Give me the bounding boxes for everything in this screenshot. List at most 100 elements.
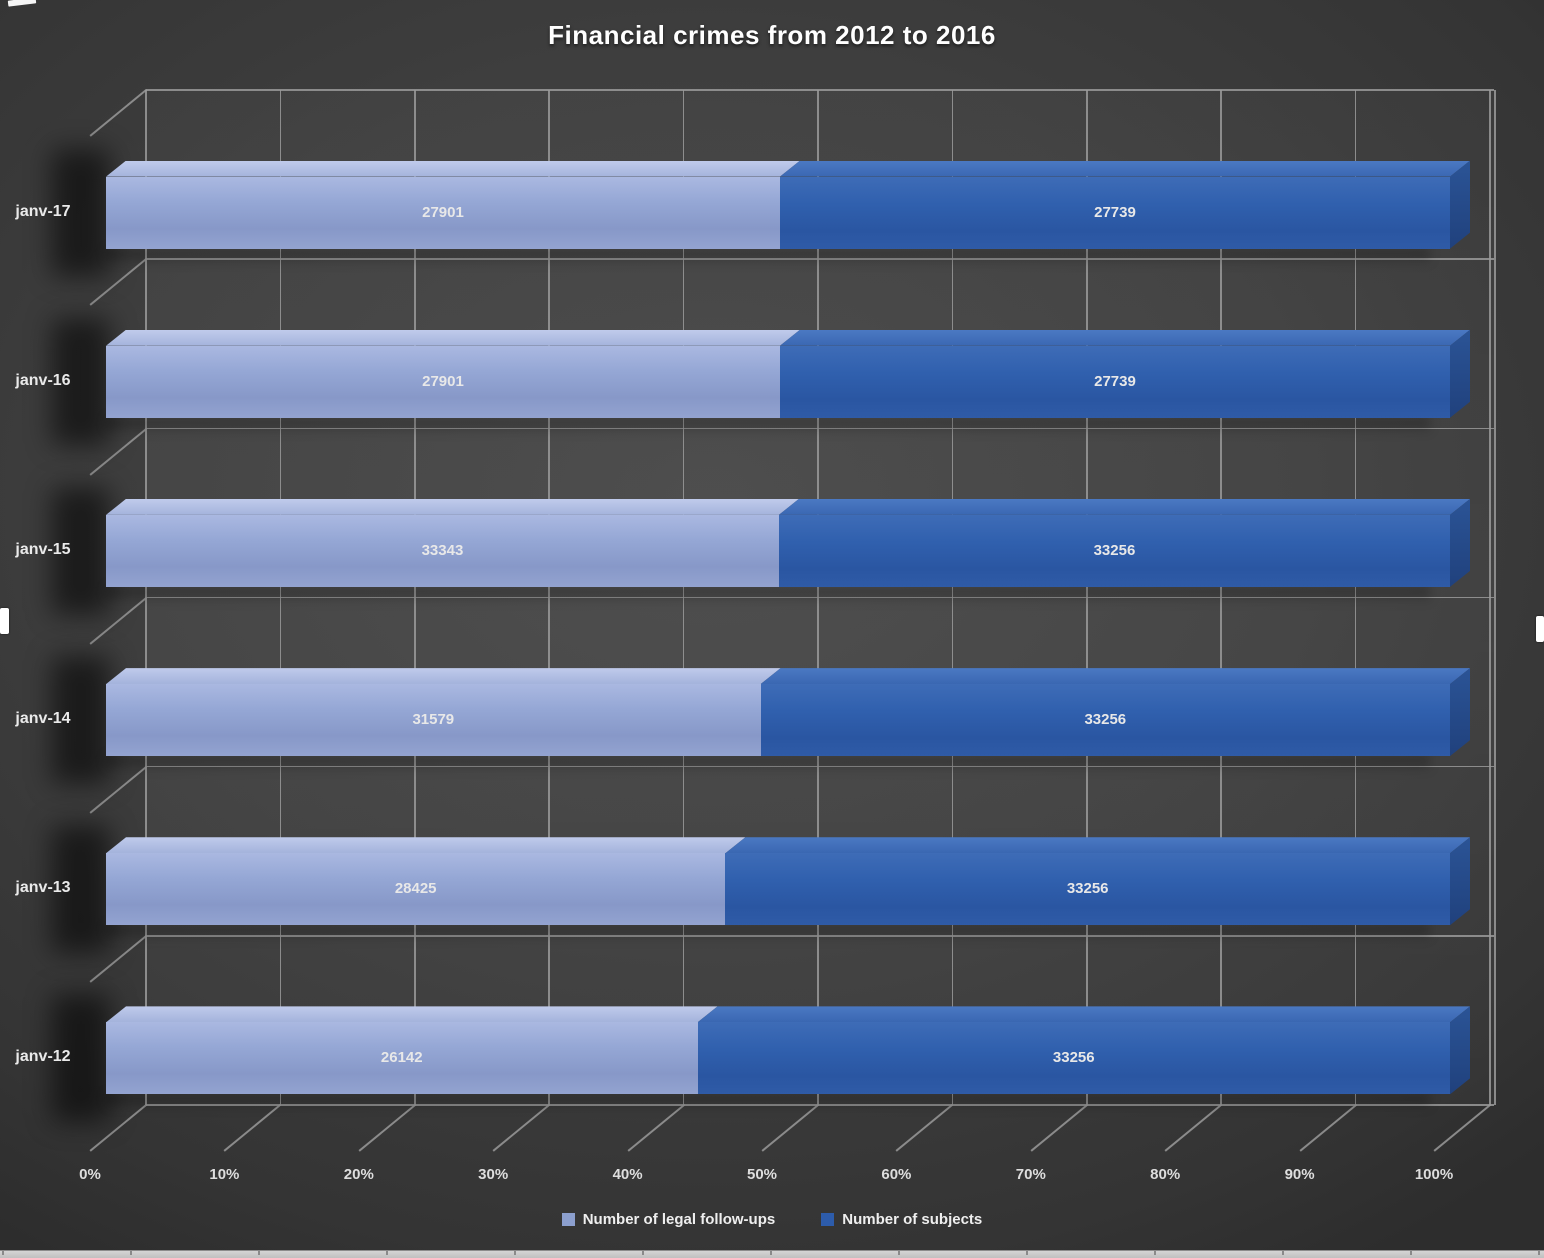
bar-segment-side-face [1450, 330, 1470, 418]
bar-segment-top-face [106, 161, 800, 177]
bar-data-label: 27739 [1094, 203, 1136, 221]
x-axis-label: 100% [1414, 1166, 1454, 1183]
worksheet-gridline-tick [386, 1251, 388, 1255]
worksheet-gridline-tick [1154, 1251, 1156, 1255]
bar-shadow [106, 925, 1430, 942]
gridline-floor-diagonal [492, 1104, 550, 1152]
bar-segment-top-face [106, 330, 800, 346]
gridline-floor-diagonal [761, 1104, 819, 1152]
bar-segment-subjects[interactable] [725, 853, 1450, 926]
bar-shadow [52, 994, 110, 1123]
bar-segment-side-face [1450, 499, 1470, 587]
selection-handle-right[interactable] [1536, 616, 1544, 642]
wall-right-edge [1494, 90, 1496, 1105]
worksheet-gridline-tick [2, 1251, 4, 1255]
y-axis-label: janv-17 [15, 202, 71, 220]
x-axis-label: 70% [1015, 1166, 1046, 1183]
legend-item[interactable]: Number of legal follow-ups [561, 1211, 776, 1228]
bar-segment-subjects[interactable] [779, 176, 1450, 249]
bar-segment-top-face [761, 668, 1470, 684]
bar-shadow [106, 1094, 1430, 1111]
legend-label: Number of subjects [842, 1211, 983, 1228]
bar-segment-side-face [1450, 668, 1470, 756]
gridline-floor-diagonal [627, 1104, 685, 1152]
x-axis-label: 20% [343, 1166, 374, 1183]
bar-segment-subjects[interactable] [697, 1022, 1450, 1095]
x-axis-label: 80% [1150, 1166, 1181, 1183]
gridline-floor-diagonal [1030, 1104, 1088, 1152]
gridline-floor-diagonal [223, 1104, 281, 1152]
x-axis-label: 40% [612, 1166, 643, 1183]
bar-data-label: 33256 [1052, 1049, 1095, 1067]
x-axis-label: 10% [209, 1166, 240, 1183]
bar-segment-subjects[interactable] [779, 345, 1450, 418]
bar-data-label: 33256 [1093, 541, 1136, 559]
x-axis-label: 60% [881, 1166, 912, 1183]
bar-shadow [106, 586, 1430, 603]
worksheet-gridline-tick [130, 1251, 132, 1255]
chart-title: Financial crimes from 2012 to 2016 [548, 20, 996, 50]
x-axis-label: 0% [79, 1166, 101, 1183]
bar-segment-top-face [780, 330, 1470, 346]
bar-shadow [106, 756, 1430, 773]
worksheet-gridline-tick [1026, 1251, 1028, 1255]
bar-segment-legal-follow-ups[interactable] [106, 176, 780, 249]
bar-segment-top-face [780, 161, 1470, 177]
worksheet-gridline-tick [258, 1251, 260, 1255]
gridline-horizontal [146, 89, 1494, 91]
x-axis-label: 50% [746, 1166, 778, 1183]
bar-shadow [52, 486, 110, 615]
bar-segment-subjects[interactable] [778, 514, 1450, 587]
y-axis-label: janv-14 [15, 710, 71, 728]
legend-item[interactable]: Number of subjects [821, 1211, 982, 1228]
bar-segment-legal-follow-ups[interactable] [106, 853, 726, 926]
gridline-floor-diagonal [1164, 1104, 1222, 1152]
bar-segment-legal-follow-ups[interactable] [106, 684, 761, 757]
bar-data-label: 31579 [412, 711, 455, 729]
worksheet-gridline-tick [1282, 1251, 1284, 1255]
bar-data-label: 27901 [422, 203, 464, 221]
worksheet-gridline-tick [1538, 1251, 1540, 1255]
bar-segment-legal-follow-ups[interactable] [106, 1022, 698, 1095]
worksheet-gridline-tick [514, 1251, 516, 1255]
bar-segment-top-face [106, 499, 799, 515]
bar-segment-top-face [106, 668, 781, 684]
gridline-floor-diagonal [1299, 1104, 1357, 1152]
bar-data-label: 27739 [1094, 372, 1136, 390]
bar-data-label: 27901 [422, 372, 464, 390]
bar-segment-legal-follow-ups[interactable] [106, 514, 779, 587]
gridline-horizontal [146, 258, 1494, 260]
gridline-depth-diagonal [89, 89, 147, 137]
y-axis-label: janv-16 [15, 371, 71, 389]
gridline-horizontal [146, 596, 1494, 599]
bar-segment-side-face [1450, 1006, 1470, 1094]
worksheet-gridline-tick [898, 1251, 900, 1255]
bar-segment-legal-follow-ups[interactable] [106, 345, 780, 418]
legend-label: Number of legal follow-ups [582, 1211, 776, 1228]
gridline-horizontal [146, 427, 1494, 430]
bar-shadow [52, 656, 110, 785]
y-axis-label: janv-15 [15, 540, 71, 558]
gridline-floor-diagonal [1433, 1104, 1491, 1152]
bar-segment-side-face [1450, 161, 1470, 249]
bar-segment-top-face [698, 1006, 1470, 1022]
bar-data-label: 33343 [421, 541, 464, 559]
worksheet-gridline-tick [770, 1251, 772, 1255]
bar-segment-top-face [106, 1006, 718, 1022]
selection-handle-left[interactable] [0, 608, 9, 634]
gridline-horizontal [146, 765, 1494, 768]
legend-swatch-icon [821, 1213, 835, 1226]
y-axis-label: janv-13 [15, 879, 71, 897]
gridline-horizontal [146, 1104, 1494, 1106]
x-axis-label: 90% [1284, 1166, 1315, 1183]
bar-shadow [52, 148, 110, 277]
bar-segment-subjects[interactable] [760, 684, 1450, 757]
bar-shadow [106, 417, 1430, 434]
gridline-floor-diagonal [358, 1104, 416, 1152]
window-corner-artifact [7, 0, 37, 7]
x-axis-label: 30% [478, 1166, 509, 1183]
bar-data-label: 33256 [1066, 880, 1109, 898]
bar-segment-top-face [106, 837, 745, 853]
bar-shadow [52, 317, 110, 446]
